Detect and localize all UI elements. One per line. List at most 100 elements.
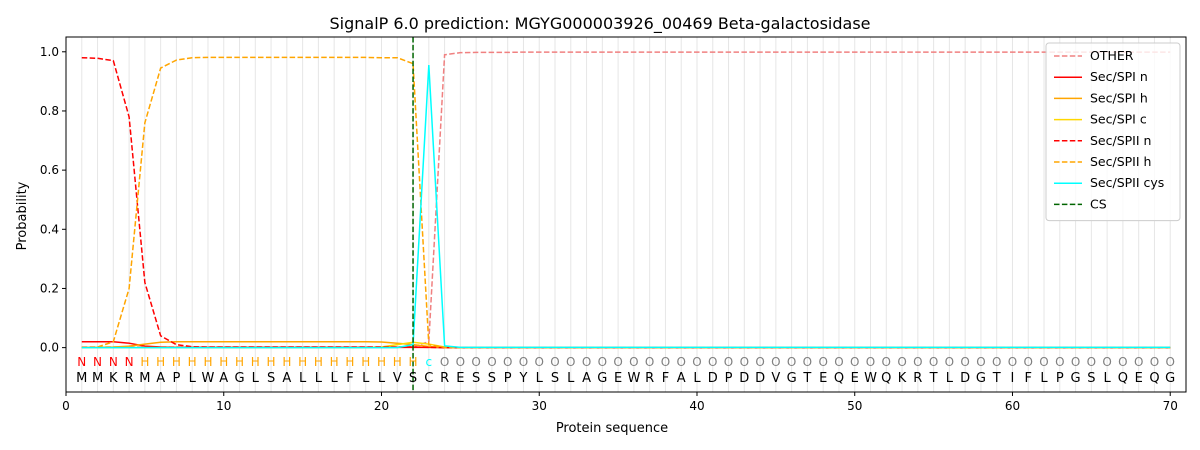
y-tick-label: 0.2: [40, 281, 59, 295]
residue-label: V: [771, 371, 780, 386]
series-lines: [81, 37, 1171, 392]
residue-label: Q: [1118, 371, 1128, 386]
residue-label: P: [725, 371, 733, 386]
residue-label: V: [393, 371, 402, 386]
residue-label: W: [864, 371, 877, 386]
region-label: O: [771, 355, 780, 369]
region-label: H: [267, 355, 276, 369]
residue-label: G: [1071, 371, 1081, 386]
residue-label: P: [1056, 371, 1064, 386]
y-tick-label: 0.4: [40, 222, 59, 236]
residue-label: W: [202, 371, 215, 386]
region-label: H: [219, 355, 228, 369]
region-label: O: [1118, 355, 1127, 369]
x-tick-label: 40: [689, 399, 704, 413]
region-label: O: [1055, 355, 1064, 369]
x-axis-label: Protein sequence: [556, 421, 668, 436]
region-label: O: [535, 355, 544, 369]
residue-label: T: [992, 371, 1001, 386]
residue-label: A: [677, 371, 686, 386]
residue-label: G: [597, 371, 607, 386]
region-label: N: [125, 355, 134, 369]
residue-label: D: [708, 371, 718, 386]
series-sec-spii-cys: [81, 65, 1171, 349]
residue-label: K: [109, 371, 118, 386]
residue-label: L: [378, 371, 386, 386]
series-sec-spii-h: [81, 56, 1171, 349]
region-label: O: [1134, 355, 1143, 369]
legend-label: Sec/SPI h: [1090, 90, 1148, 105]
region-label: O: [692, 355, 701, 369]
x-tick-label: 70: [1163, 399, 1178, 413]
region-label: H: [140, 355, 149, 369]
residue-label: Q: [1149, 371, 1159, 386]
x-tick-label: 10: [216, 399, 231, 413]
region-label: H: [203, 355, 212, 369]
residue-label: E: [851, 371, 859, 386]
y-tick-label: 1.0: [40, 45, 59, 59]
residue-label: R: [125, 371, 134, 386]
y-tick-label: 0.8: [40, 104, 59, 118]
legend-label: Sec/SPI c: [1090, 112, 1147, 127]
x-tick-label: 0: [62, 399, 70, 413]
region-label: O: [929, 355, 938, 369]
region-label: O: [1150, 355, 1159, 369]
series-other: [81, 51, 1171, 348]
region-label: O: [629, 355, 638, 369]
region-label: O: [913, 355, 922, 369]
region-label: O: [960, 355, 969, 369]
residue-label: K: [898, 371, 907, 386]
residue-label: P: [173, 371, 181, 386]
region-label: N: [109, 355, 118, 369]
residue-label: P: [504, 371, 512, 386]
region-label: O: [834, 355, 843, 369]
axes: 0 10 20 30 40 50 60 70 0.0 0.2 0.4 0.6 0.8 1.0: [40, 45, 1178, 413]
residue-label: E: [614, 371, 622, 386]
residue-label: F: [1025, 371, 1032, 386]
residue-label: A: [156, 371, 165, 386]
sequence-gridlines: [81, 37, 1171, 392]
region-label: O: [945, 355, 954, 369]
residue-label: L: [362, 371, 370, 386]
region-label: O: [582, 355, 591, 369]
residue-label: F: [662, 371, 669, 386]
residue-label: L: [299, 371, 307, 386]
series-sec-spii-n: [81, 56, 1171, 349]
region-label: H: [314, 355, 323, 369]
region-label: O: [519, 355, 528, 369]
region-label: O: [1008, 355, 1017, 369]
region-label: O: [676, 355, 685, 369]
residue-label: S: [488, 371, 496, 386]
residue-label: E: [1135, 371, 1143, 386]
residue-label: T: [929, 371, 938, 386]
region-label: H: [345, 355, 354, 369]
residue-label: F: [346, 371, 353, 386]
residue-label: D: [960, 371, 970, 386]
residue-label: W: [627, 371, 640, 386]
region-label: O: [1102, 355, 1111, 369]
legend-label: Sec/SPII h: [1090, 154, 1151, 169]
region-label: O: [787, 355, 796, 369]
residue-label: I: [1011, 371, 1015, 386]
residue-label: L: [946, 371, 954, 386]
region-label: O: [1071, 355, 1080, 369]
x-tick-label: 20: [374, 399, 389, 413]
region-label: H: [172, 355, 181, 369]
region-label: O: [803, 355, 812, 369]
region-label: O: [598, 355, 607, 369]
region-label: O: [724, 355, 733, 369]
region-label: O: [818, 355, 827, 369]
region-label: O: [645, 355, 654, 369]
region-label: O: [503, 355, 512, 369]
legend-label: Sec/SPII n: [1090, 133, 1151, 148]
region-label: O: [1165, 355, 1174, 369]
region-label: H: [282, 355, 291, 369]
y-axis-label: Probability: [15, 181, 30, 250]
region-label: H: [409, 355, 418, 369]
region-label: O: [487, 355, 496, 369]
residue-label: M: [92, 371, 103, 386]
y-tick-label: 0.0: [40, 341, 59, 355]
residue-label: Q: [834, 371, 844, 386]
region-label: H: [188, 355, 197, 369]
